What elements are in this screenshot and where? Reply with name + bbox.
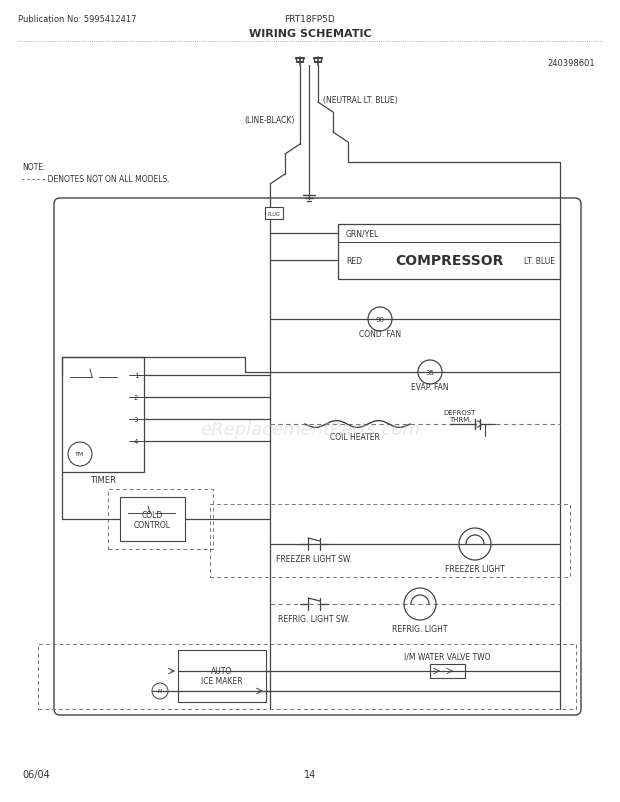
- Text: eReplacementParts.com: eReplacementParts.com: [200, 420, 420, 439]
- Text: TIMER: TIMER: [90, 476, 116, 485]
- Bar: [265, 208, 283, 220]
- Bar: [62, 358, 144, 472]
- Text: EVAP. FAN: EVAP. FAN: [411, 383, 449, 392]
- Text: 4: 4: [134, 439, 138, 444]
- Text: - - - - - DENOTES NOT ON ALL MODELS.: - - - - - DENOTES NOT ON ALL MODELS.: [22, 174, 170, 184]
- Text: COMPRESSOR: COMPRESSOR: [395, 253, 503, 268]
- Text: 2: 2: [134, 395, 138, 400]
- Text: LT. BLUE: LT. BLUE: [524, 256, 555, 265]
- Bar: [178, 650, 266, 702]
- Text: RED: RED: [346, 256, 362, 265]
- Bar: [38, 644, 576, 709]
- Text: FRT18FP5D: FRT18FP5D: [285, 15, 335, 25]
- Text: 1: 1: [134, 373, 138, 379]
- Text: NOTE:: NOTE:: [22, 164, 45, 172]
- Text: COIL HEATER: COIL HEATER: [330, 433, 380, 442]
- Text: TM: TM: [76, 452, 84, 457]
- Text: 06/04: 06/04: [22, 769, 50, 779]
- Text: 240398601: 240398601: [547, 59, 595, 67]
- Bar: [338, 225, 560, 280]
- Text: AUTO: AUTO: [211, 666, 232, 675]
- Text: PLUG: PLUG: [268, 211, 280, 217]
- Text: REFRIG. LIGHT SW.: REFRIG. LIGHT SW.: [278, 615, 350, 624]
- Text: DEFROST: DEFROST: [444, 410, 476, 415]
- Text: 14: 14: [304, 769, 316, 779]
- Text: GRN/YEL: GRN/YEL: [346, 229, 379, 238]
- Text: REFRIG. LIGHT: REFRIG. LIGHT: [392, 625, 448, 634]
- Bar: [120, 497, 185, 541]
- Text: CONTROL: CONTROL: [134, 520, 171, 530]
- Text: M: M: [158, 689, 162, 694]
- Text: 90: 90: [376, 317, 384, 322]
- Text: (NEUTRAL LT. BLUE): (NEUTRAL LT. BLUE): [323, 95, 397, 104]
- Text: Publication No: 5995412417: Publication No: 5995412417: [18, 15, 136, 25]
- Text: COLD: COLD: [142, 511, 163, 520]
- Text: WIRING SCHEMATIC: WIRING SCHEMATIC: [249, 29, 371, 39]
- Bar: [108, 489, 213, 549]
- Bar: [210, 504, 570, 577]
- Text: FREEZER LIGHT SW.: FREEZER LIGHT SW.: [276, 555, 352, 564]
- Text: THRM.: THRM.: [449, 416, 471, 423]
- Bar: [430, 664, 465, 678]
- Text: FREEZER LIGHT: FREEZER LIGHT: [445, 565, 505, 573]
- Text: 3: 3: [134, 416, 138, 423]
- Text: I/M WATER VALVE TWO: I/M WATER VALVE TWO: [404, 652, 490, 661]
- Text: (LINE-BLACK): (LINE-BLACK): [245, 115, 295, 124]
- Text: COND. FAN: COND. FAN: [359, 330, 401, 339]
- Text: ICE MAKER: ICE MAKER: [201, 677, 243, 686]
- Text: 35: 35: [425, 370, 435, 375]
